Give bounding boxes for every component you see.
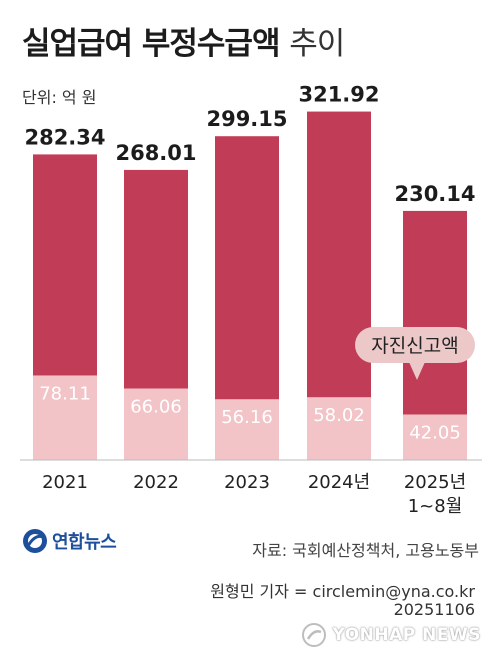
bar-self-report [403, 414, 467, 460]
source-text: 자료: 국회예산정책처, 고용노동부 [252, 541, 479, 560]
annotation-label: 자진신고액 [371, 335, 458, 357]
category-label: 2021 [42, 472, 88, 493]
reporter-credit: 원형민 기자 = circlemin@yna.co.kr [210, 582, 475, 601]
category-label: 2023 [224, 472, 270, 493]
value-label-total: 282.34 [24, 125, 105, 149]
value-label-total: 268.01 [115, 141, 196, 165]
category-label: 2024년 [308, 472, 370, 493]
bar-self-report [33, 375, 97, 460]
unit-label: 단위: 억 원 [22, 88, 97, 107]
yonhap-watermark: YONHAP NEWS [301, 622, 481, 648]
category-label: 2022 [133, 472, 179, 493]
annotation-bubble [355, 327, 475, 363]
value-label-total: 299.15 [206, 107, 287, 131]
title-bold: 실업급여 부정수급액 [22, 26, 280, 62]
title-light: 추이 [289, 26, 345, 62]
value-label-self-report: 56.16 [221, 407, 273, 428]
annotation-pointer [409, 362, 425, 380]
yonhap-logo-icon [23, 529, 47, 553]
chart-title: 실업급여 부정수급액 추이 [22, 18, 345, 63]
bar-self-report [215, 399, 279, 460]
value-label-self-report: 78.11 [39, 383, 91, 404]
publish-date: 20251106 [393, 600, 475, 619]
value-label-self-report: 42.05 [409, 422, 461, 443]
bar-self-report [124, 388, 188, 460]
watermark-logo-icon [301, 623, 326, 647]
category-label: 1~8월 [408, 496, 463, 517]
bar-self-report [307, 397, 371, 460]
value-label-total: 230.14 [394, 182, 475, 206]
value-label-self-report: 66.06 [130, 396, 182, 417]
logo-text: 연합뉴스 [52, 532, 117, 553]
category-label: 2025년 [404, 472, 466, 493]
value-label-self-report: 58.02 [313, 405, 365, 426]
bar-chart: 282.34 78.11 2021 268.01 66.06 2022 299.15 56.1… [20, 83, 482, 517]
value-label-total: 321.92 [298, 83, 379, 107]
yonhap-logo: 연합뉴스 [22, 528, 117, 554]
watermark-text: YONHAP NEWS [332, 625, 481, 645]
